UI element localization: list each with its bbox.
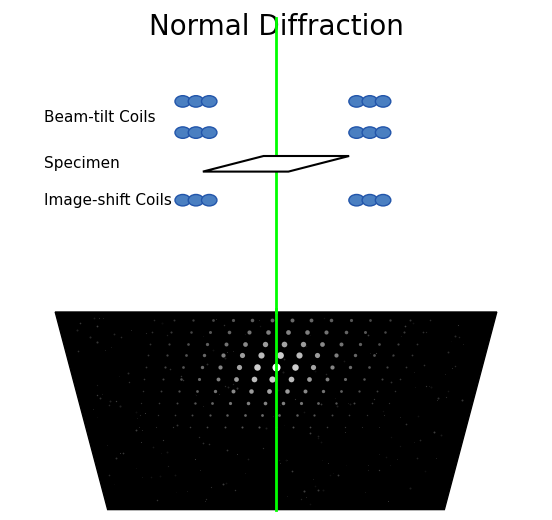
Ellipse shape: [201, 96, 217, 107]
Text: Normal Diffraction: Normal Diffraction: [148, 13, 404, 41]
Ellipse shape: [349, 194, 364, 206]
Ellipse shape: [175, 96, 190, 107]
Ellipse shape: [362, 194, 378, 206]
Ellipse shape: [188, 127, 204, 138]
Ellipse shape: [201, 127, 217, 138]
Ellipse shape: [349, 96, 364, 107]
Text: Beam-tilt Coils: Beam-tilt Coils: [44, 110, 156, 124]
Ellipse shape: [362, 96, 378, 107]
Ellipse shape: [362, 127, 378, 138]
Ellipse shape: [375, 96, 391, 107]
Ellipse shape: [188, 194, 204, 206]
Text: Specimen: Specimen: [44, 157, 120, 171]
Polygon shape: [203, 156, 349, 172]
Ellipse shape: [188, 96, 204, 107]
Ellipse shape: [375, 127, 391, 138]
Ellipse shape: [349, 127, 364, 138]
Text: Image-shift Coils: Image-shift Coils: [44, 193, 172, 207]
Ellipse shape: [375, 194, 391, 206]
Ellipse shape: [175, 127, 190, 138]
Ellipse shape: [175, 194, 190, 206]
Polygon shape: [55, 312, 497, 510]
Ellipse shape: [201, 194, 217, 206]
